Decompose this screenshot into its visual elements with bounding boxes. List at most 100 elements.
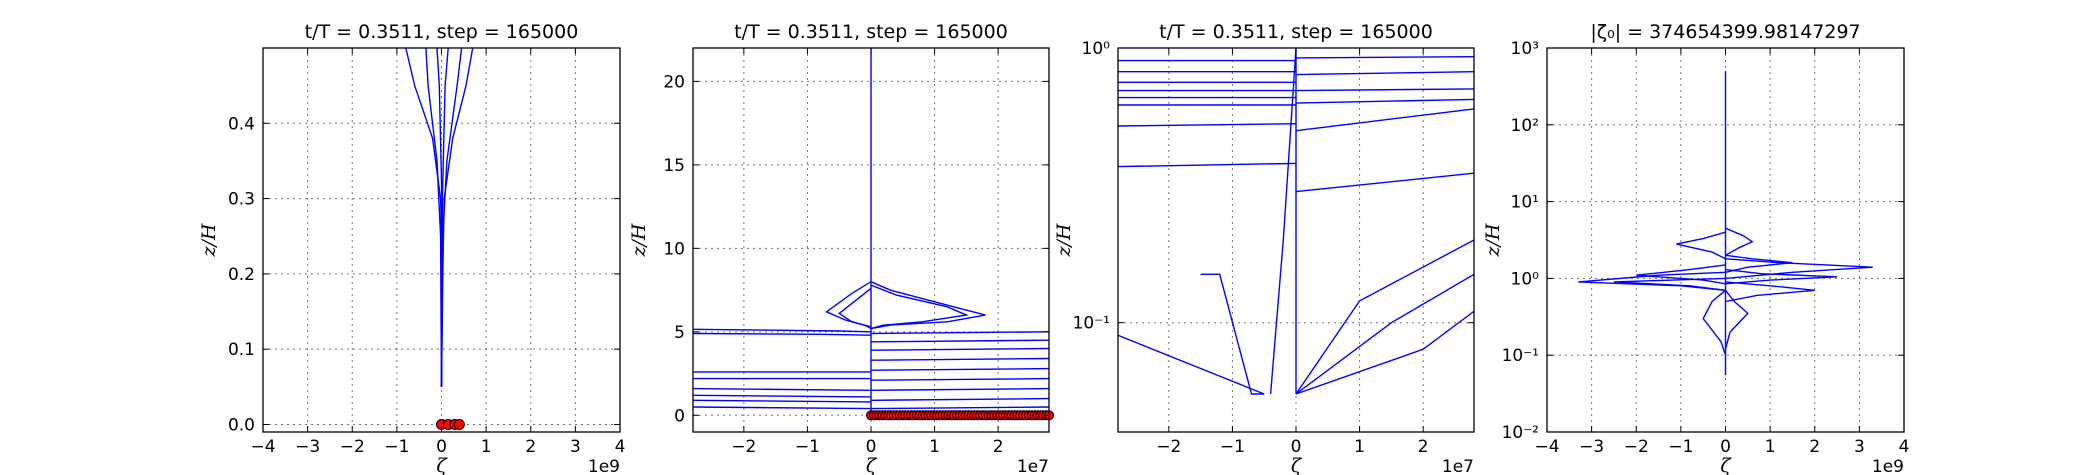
profile-line [1118, 334, 1265, 395]
profile-line [1578, 271, 1726, 291]
profile-line [693, 406, 872, 410]
x-tick-label: −2 [731, 437, 756, 457]
x-tick-label: 1 [1354, 437, 1365, 457]
profile-line [693, 332, 872, 336]
profile-line [870, 387, 1049, 391]
series-group [693, 48, 1049, 416]
profile-line [1118, 162, 1297, 168]
x-tick-label: 2 [993, 437, 1004, 457]
profile-line [870, 339, 1049, 343]
profile-line [1636, 264, 1726, 285]
y-tick-label: 10⁻¹ [1502, 346, 1539, 366]
y-tick-label: 0.4 [228, 114, 255, 134]
y-axis-label: z/H [1053, 223, 1075, 257]
profile-line [1725, 227, 1754, 256]
x-tick-label: −3 [295, 437, 320, 457]
x-tick-label: 0 [436, 437, 447, 457]
x-offset-label: 1e7 [1442, 457, 1474, 475]
profile-line [693, 328, 872, 333]
series-group [405, 48, 474, 387]
profile-line [870, 331, 1049, 335]
profile-line [1702, 289, 1727, 356]
x-tick-label: −1 [384, 437, 409, 457]
x-tick-label: 2 [1418, 437, 1429, 457]
y-tick-label: 10³ [1511, 39, 1539, 59]
profile-line [405, 48, 444, 387]
y-tick-label: 0.2 [228, 265, 255, 285]
x-axis-label: ζ [866, 455, 878, 475]
x-tick-label: −3 [1579, 437, 1604, 457]
y-tick-label: 10⁰ [1511, 269, 1540, 289]
plot-title: t/T = 0.3511, step = 165000 [734, 21, 1008, 43]
x-axis-label: ζ [1720, 455, 1732, 475]
profile-line [693, 394, 872, 398]
y-axis-label: z/H [1482, 223, 1504, 257]
x-tick-label: 3 [1854, 437, 1865, 457]
y-tick-label: 10 [663, 239, 685, 259]
profile-line [1295, 56, 1474, 59]
y-axis-label: z/H [628, 223, 650, 257]
x-tick-label: 2 [525, 437, 536, 457]
x-axis-label: ζ [436, 455, 448, 475]
x-tick-label: 1 [481, 437, 492, 457]
x-tick-label: −2 [1624, 437, 1649, 457]
profile-line [1200, 273, 1265, 395]
profile-line [1725, 254, 1793, 273]
y-tick-label: 0.0 [228, 415, 255, 435]
y-tick-label: 0.3 [228, 190, 255, 210]
profile-line [1676, 231, 1726, 260]
series-group [1578, 71, 1873, 376]
profile-line [1295, 239, 1474, 395]
profile-line [870, 397, 1049, 401]
profile-line [870, 406, 1049, 410]
data-marker [453, 418, 465, 430]
y-tick-label: 0 [674, 406, 685, 426]
x-tick-label: −2 [1156, 437, 1181, 457]
plot-title: |ζ₀| = 374654399.98147297 [1590, 21, 1860, 43]
y-tick-label: 5 [674, 323, 685, 343]
y-tick-label: 10⁻² [1502, 423, 1539, 443]
y-tick-label: 20 [663, 72, 685, 92]
y-tick-label: 10² [1511, 116, 1539, 136]
x-tick-label: 2 [1809, 437, 1820, 457]
profile-line [870, 347, 1049, 351]
x-tick-label: 0 [866, 437, 877, 457]
plot-panel-3: t/T = 0.3511, step = 165000 ζ z/H 1e7 −2… [1053, 21, 1475, 475]
y-tick-label: 15 [663, 156, 685, 176]
profile-line [1295, 71, 1474, 76]
x-offset-label: 1e9 [588, 457, 620, 475]
y-tick-label: 10⁻¹ [1073, 314, 1110, 334]
x-tick-label: −1 [1220, 437, 1245, 457]
profile-line [1295, 88, 1474, 92]
x-tick-label: −1 [1668, 437, 1693, 457]
profile-line [440, 48, 474, 387]
x-tick-label: 1 [929, 437, 940, 457]
profile-line [1724, 289, 1749, 350]
profile-line [870, 357, 1049, 361]
profile-line [1295, 172, 1474, 193]
profile-line [1295, 273, 1474, 395]
x-tick-label: 4 [615, 437, 626, 457]
y-tick-label: 10⁰ [1082, 39, 1111, 59]
plot-title: t/T = 0.3511, step = 165000 [1159, 21, 1433, 43]
x-tick-label: 0 [1720, 437, 1731, 457]
x-tick-label: −4 [250, 437, 275, 457]
plot-title: t/T = 0.3511, step = 165000 [305, 21, 579, 43]
profile-line [1118, 123, 1297, 127]
profile-line [1295, 310, 1474, 395]
profile-line [838, 287, 872, 328]
y-axis-label: z/H [198, 223, 220, 257]
profile-line [693, 399, 872, 403]
plot-panel-4: |ζ₀| = 374654399.98147297 ζ z/H 1e9 −4 −3… [1482, 21, 1909, 475]
plot-panel-1: t/T = 0.3511, step = 165000 ζ z/H 1e9 −4… [198, 21, 625, 475]
x-tick-label: 0 [1291, 437, 1302, 457]
x-tick-label: −4 [1534, 437, 1559, 457]
x-offset-label: 1e9 [1872, 457, 1904, 475]
x-tick-label: 1 [1765, 437, 1776, 457]
x-tick-label: −1 [795, 437, 820, 457]
profile-line [693, 387, 872, 391]
x-tick-label: 3 [570, 437, 581, 457]
profile-line [870, 367, 1049, 371]
profile-line [1295, 108, 1474, 132]
